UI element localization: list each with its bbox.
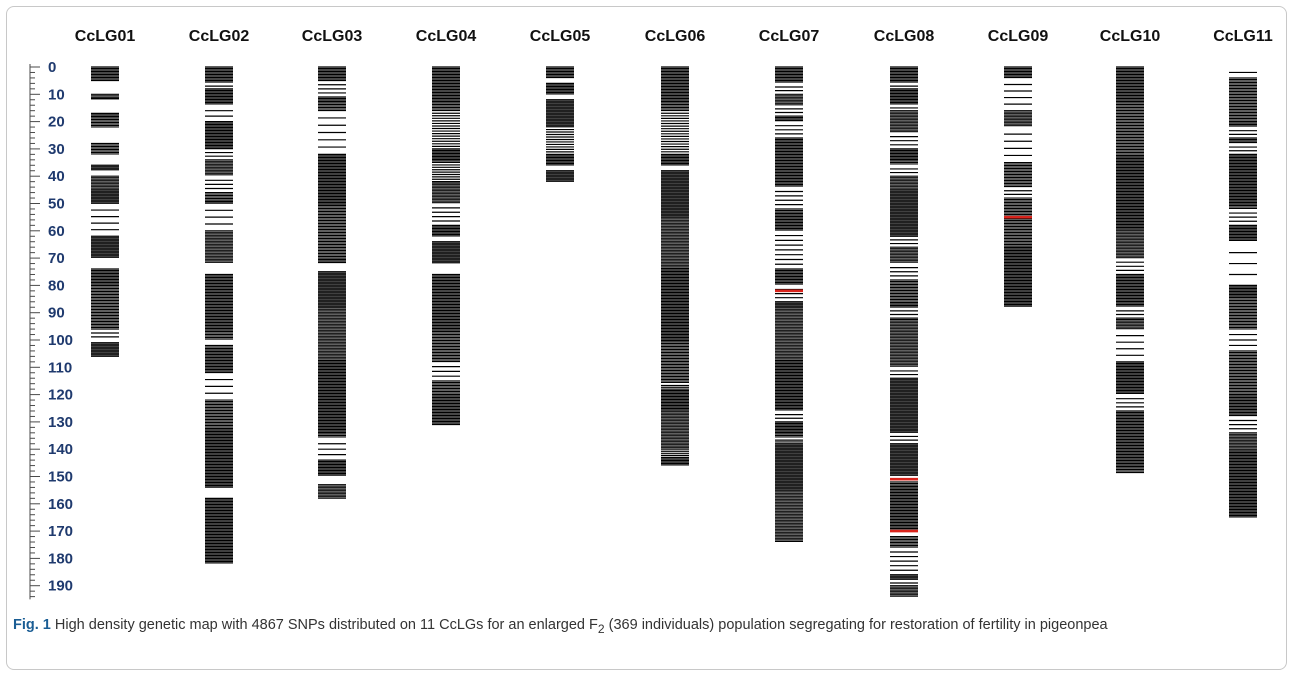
linkage-group-label: CcLG05 <box>530 28 591 45</box>
axis-tick-label: 120 <box>48 387 73 404</box>
caption-text-part1: High density genetic map with 4867 SNPs … <box>54 617 598 633</box>
axis-tick-label: 50 <box>48 196 65 213</box>
axis-tick-label: 10 <box>48 86 65 103</box>
axis-tick-label: 150 <box>48 469 73 486</box>
linkage-group-label: CcLG03 <box>302 28 363 45</box>
axis-tick-label: 140 <box>48 441 73 458</box>
axis-tick-label: 100 <box>48 332 73 349</box>
axis-tick-label: 60 <box>48 223 65 240</box>
linkage-group-label: CcLG04 <box>416 28 477 45</box>
axis-tick-label: 80 <box>48 277 65 294</box>
axis-tick-label: 0 <box>48 59 56 76</box>
linkage-group-label: CcLG02 <box>189 28 250 45</box>
genetic-map: 0 10 20 30 40 50 60 70 80 90 100 110 120 130 140 150 160… <box>29 28 1273 600</box>
axis-tick-label: 30 <box>48 141 65 158</box>
axis-tick-label: 70 <box>48 250 65 267</box>
axis-tick-label: 40 <box>48 168 65 185</box>
linkage-group-label: CcLG10 <box>1100 28 1161 45</box>
caption-subscript: 2 <box>597 621 605 636</box>
axis-tick-label: 170 <box>48 523 73 540</box>
axis-tick-label: 90 <box>48 305 65 322</box>
axis-tick-label: 20 <box>48 114 65 131</box>
linkage-group-label: CcLG09 <box>988 28 1049 45</box>
axis-tick-label: 130 <box>48 414 73 431</box>
axis-tick-label: 110 <box>48 359 72 376</box>
linkage-group-label: CcLG11 <box>1213 28 1273 45</box>
caption-text-part2: (369 individuals) population segregating… <box>604 617 1108 633</box>
linkage-group-label: CcLG07 <box>759 28 820 45</box>
axis-tick-label: 190 <box>48 578 73 595</box>
figure-caption: Fig. 1 High density genetic map with 486… <box>13 615 1278 640</box>
axis-tick-label: 180 <box>48 550 73 567</box>
linkage-group-label: CcLG08 <box>874 28 935 45</box>
linkage-group-label: CcLG01 <box>75 28 136 45</box>
caption-figure-label: Fig. 1 <box>13 617 51 633</box>
linkage-group-label: CcLG06 <box>645 28 706 45</box>
axis-tick-label: 160 <box>48 496 73 513</box>
